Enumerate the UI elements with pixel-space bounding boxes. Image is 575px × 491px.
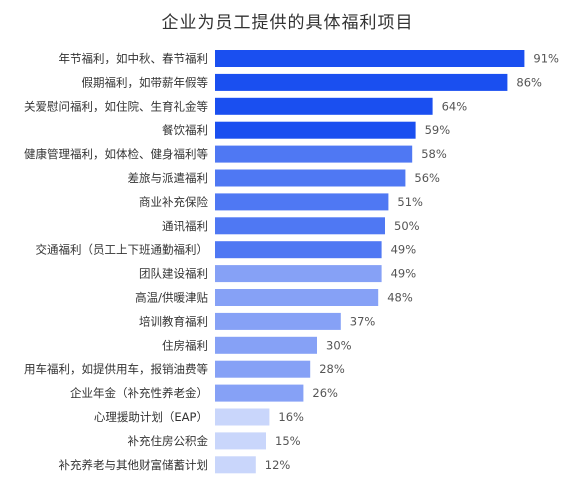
bar-13 [215,336,317,354]
bar-9 [215,241,382,259]
bar-5 [215,145,413,163]
value-label-12: 37% [350,314,376,328]
category-label-15: 企业年金（补充性养老金） [70,386,208,400]
value-label-5: 58% [421,147,447,161]
category-label-16: 心理援助计划（EAP） [94,410,208,424]
category-label-12: 培训教育福利 [139,314,208,328]
category-label-5: 健康管理福利，如体检、健身福利等 [24,147,208,161]
bar-3 [215,97,433,115]
value-label-6: 56% [414,171,440,185]
category-label-18: 补充养老与其他财富储蓄计划 [59,458,209,472]
bar-2 [215,73,508,91]
category-label-2: 假期福利，如带薪年假等 [82,75,209,89]
category-labels-group: 年节福利，如中秋、春节福利假期福利，如带薪年假等关爱慰问福利，如住院、生育礼金等… [24,52,208,472]
bars-group [215,50,525,474]
value-label-18: 12% [265,458,291,472]
category-label-10: 团队建设福利 [139,267,208,281]
value-label-15: 26% [312,386,338,400]
value-label-4: 59% [425,123,451,137]
value-label-9: 49% [391,243,417,257]
bar-4 [215,121,416,139]
value-label-17: 15% [275,434,301,448]
value-label-10: 49% [391,267,417,281]
category-label-13: 住房福利 [162,338,208,352]
value-label-11: 48% [387,291,413,305]
category-label-11: 高温/供暖津贴 [135,291,208,305]
value-label-8: 50% [394,219,420,233]
category-label-14: 用车福利，如提供用车，报销油费等 [24,362,208,376]
bar-16 [215,408,270,426]
value-label-1: 91% [533,52,559,66]
bar-10 [215,265,382,283]
value-label-2: 86% [516,75,542,89]
bar-18 [215,456,256,474]
category-label-4: 餐饮福利 [162,123,208,137]
value-label-13: 30% [326,338,352,352]
category-label-1: 年节福利，如中秋、春节福利 [59,52,209,66]
bar-11 [215,289,379,306]
bar-7 [215,193,389,211]
bar-15 [215,384,304,402]
value-label-3: 64% [442,99,468,113]
bar-8 [215,217,385,235]
category-label-8: 通讯福利 [162,219,208,233]
category-label-3: 关爱慰问福利，如住院、生育礼金等 [24,99,208,113]
value-label-16: 16% [278,410,304,424]
category-label-7: 商业补充保险 [139,195,208,209]
category-label-9: 交通福利（员工上下班通勤福利） [36,243,209,257]
bar-12 [215,312,341,330]
category-label-17: 补充住房公积金 [128,434,209,448]
bar-6 [215,169,406,187]
bar-14 [215,360,311,378]
value-labels-group: 91% 86% 64% 59% 58% 56% 51% 50% 49% 49% 48% 37% 30% 2… [265,52,559,472]
value-label-14: 28% [319,362,345,376]
value-label-7: 51% [397,195,423,209]
category-label-6: 差旅与派遣福利 [128,171,209,185]
bar-17 [215,432,266,450]
bar-1 [215,50,525,67]
chart-title: 企业为员工提供的具体福利项目 [161,13,414,33]
